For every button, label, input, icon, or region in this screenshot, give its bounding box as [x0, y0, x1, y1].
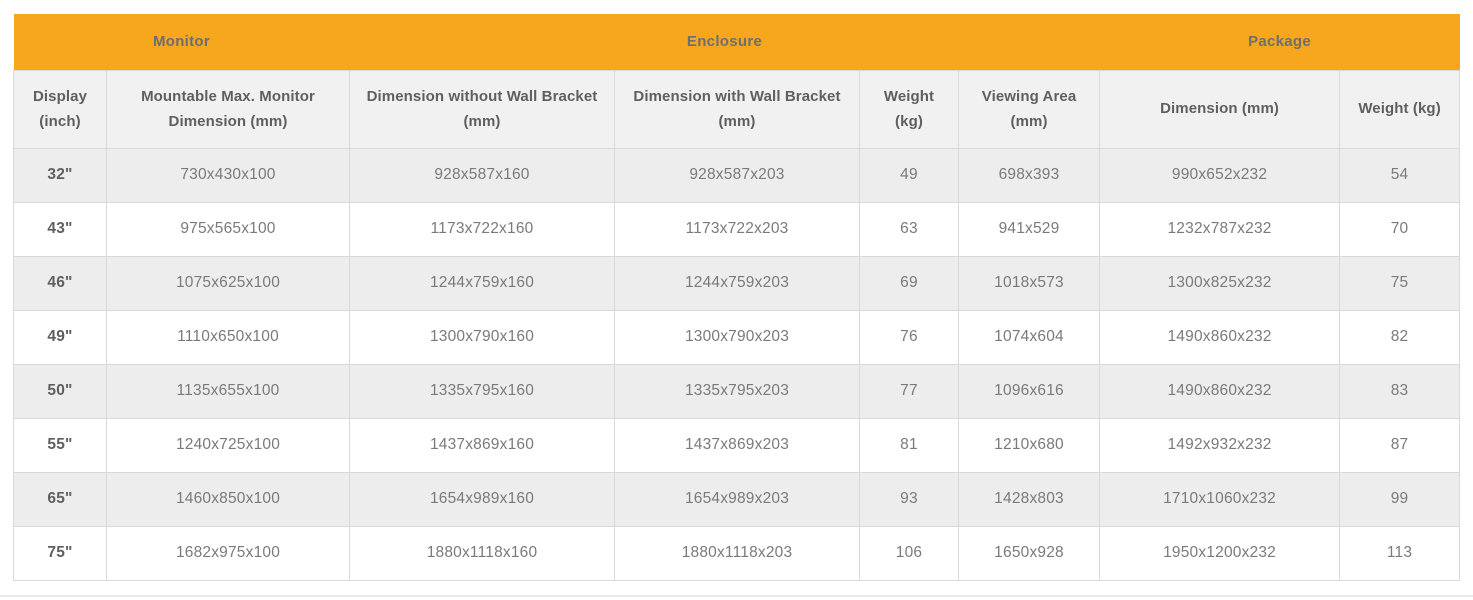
value-cell: 75: [1339, 255, 1461, 311]
value-cell: 77: [859, 363, 959, 419]
value-cell: 1490x860x232: [1099, 363, 1341, 419]
value-cell: 1244x759x160: [349, 255, 615, 311]
value-cell: 1244x759x203: [614, 255, 860, 311]
value-cell: 1300x790x160: [349, 309, 615, 365]
value-cell: 698x393: [957, 147, 1101, 203]
value-cell: 81: [859, 417, 959, 473]
value-cell: 1437x869x203: [614, 417, 860, 473]
column-header-dimension-with-wall: Dimension with Wall Bracket (mm): [614, 69, 860, 149]
table-row: 55" 1240x725x100 1437x869x160 1437x869x2…: [13, 417, 1461, 473]
table-row: 49" 1110x650x100 1300x790x160 1300x790x2…: [13, 309, 1461, 365]
value-cell: 1490x860x232: [1099, 309, 1341, 365]
table-row: 43" 975x565x100 1173x722x160 1173x722x20…: [13, 201, 1461, 257]
value-cell: 1173x722x203: [614, 201, 860, 257]
value-cell: 87: [1339, 417, 1461, 473]
value-cell: 1460x850x100: [106, 471, 350, 527]
value-cell: 1335x795x203: [614, 363, 860, 419]
value-cell: 1173x722x160: [349, 201, 615, 257]
value-cell: 1437x869x160: [349, 417, 615, 473]
group-header-enclosure: Enclosure: [349, 14, 1100, 71]
value-cell: 1210x680: [957, 417, 1101, 473]
display-size-cell: 32": [13, 147, 107, 203]
display-size-cell: 65": [13, 471, 107, 527]
value-cell: 99: [1339, 471, 1461, 527]
table-row: 46" 1075x625x100 1244x759x160 1244x759x2…: [13, 255, 1461, 311]
display-size-cell: 55": [13, 417, 107, 473]
value-cell: 1428x803: [957, 471, 1101, 527]
value-cell: 928x587x160: [349, 147, 615, 203]
value-cell: 106: [859, 525, 959, 581]
group-header-row: Monitor Enclosure Package: [13, 14, 1460, 71]
column-header-viewing-area: Viewing Area (mm): [957, 69, 1101, 149]
group-header-monitor: Monitor: [13, 14, 350, 71]
value-cell: 93: [859, 471, 959, 527]
display-size-cell: 49": [13, 309, 107, 365]
value-cell: 113: [1339, 525, 1461, 581]
value-cell: 83: [1339, 363, 1461, 419]
value-cell: 63: [859, 201, 959, 257]
value-cell: 1135x655x100: [106, 363, 350, 419]
value-cell: 1880x1118x160: [349, 525, 615, 581]
display-size-cell: 50": [13, 363, 107, 419]
value-cell: 1110x650x100: [106, 309, 350, 365]
value-cell: 1075x625x100: [106, 255, 350, 311]
spec-table: Monitor Enclosure Package Display (inch)…: [13, 14, 1461, 581]
display-size-cell: 75": [13, 525, 107, 581]
value-cell: 928x587x203: [614, 147, 860, 203]
value-cell: 1335x795x160: [349, 363, 615, 419]
column-header-mountable-max-dimension: Mountable Max. Monitor Dimension (mm): [106, 69, 350, 149]
value-cell: 1240x725x100: [106, 417, 350, 473]
value-cell: 70: [1339, 201, 1461, 257]
display-size-cell: 43": [13, 201, 107, 257]
value-cell: 69: [859, 255, 959, 311]
value-cell: 1232x787x232: [1099, 201, 1341, 257]
value-cell: 1300x825x232: [1099, 255, 1341, 311]
group-header-package: Package: [1099, 14, 1460, 71]
value-cell: 1654x989x160: [349, 471, 615, 527]
value-cell: 1710x1060x232: [1099, 471, 1341, 527]
value-cell: 54: [1339, 147, 1461, 203]
column-header-package-weight: Weight (kg): [1339, 69, 1461, 149]
column-header-enclosure-weight: Weight (kg): [859, 69, 959, 149]
value-cell: 49: [859, 147, 959, 203]
value-cell: 1096x616: [957, 363, 1101, 419]
column-header-display: Display (inch): [13, 69, 107, 149]
table-row: 75" 1682x975x100 1880x1118x160 1880x1118…: [13, 525, 1461, 581]
value-cell: 1650x928: [957, 525, 1101, 581]
page-bottom-divider: [0, 595, 1473, 597]
table-row: 65" 1460x850x100 1654x989x160 1654x989x2…: [13, 471, 1461, 527]
value-cell: 1018x573: [957, 255, 1101, 311]
column-header-package-dimension: Dimension (mm): [1099, 69, 1341, 149]
value-cell: 1682x975x100: [106, 525, 350, 581]
value-cell: 990x652x232: [1099, 147, 1341, 203]
value-cell: 1074x604: [957, 309, 1101, 365]
table-row: 50" 1135x655x100 1335x795x160 1335x795x2…: [13, 363, 1461, 419]
value-cell: 1950x1200x232: [1099, 525, 1341, 581]
value-cell: 1654x989x203: [614, 471, 860, 527]
value-cell: 76: [859, 309, 959, 365]
value-cell: 82: [1339, 309, 1461, 365]
column-header-row: Display (inch) Mountable Max. Monitor Di…: [13, 69, 1461, 149]
value-cell: 730x430x100: [106, 147, 350, 203]
value-cell: 975x565x100: [106, 201, 350, 257]
value-cell: 1300x790x203: [614, 309, 860, 365]
column-header-dimension-without-wall: Dimension without Wall Bracket (mm): [349, 69, 615, 149]
value-cell: 1492x932x232: [1099, 417, 1341, 473]
value-cell: 1880x1118x203: [614, 525, 860, 581]
value-cell: 941x529: [957, 201, 1101, 257]
table-row: 32" 730x430x100 928x587x160 928x587x203 …: [13, 147, 1461, 203]
display-size-cell: 46": [13, 255, 107, 311]
